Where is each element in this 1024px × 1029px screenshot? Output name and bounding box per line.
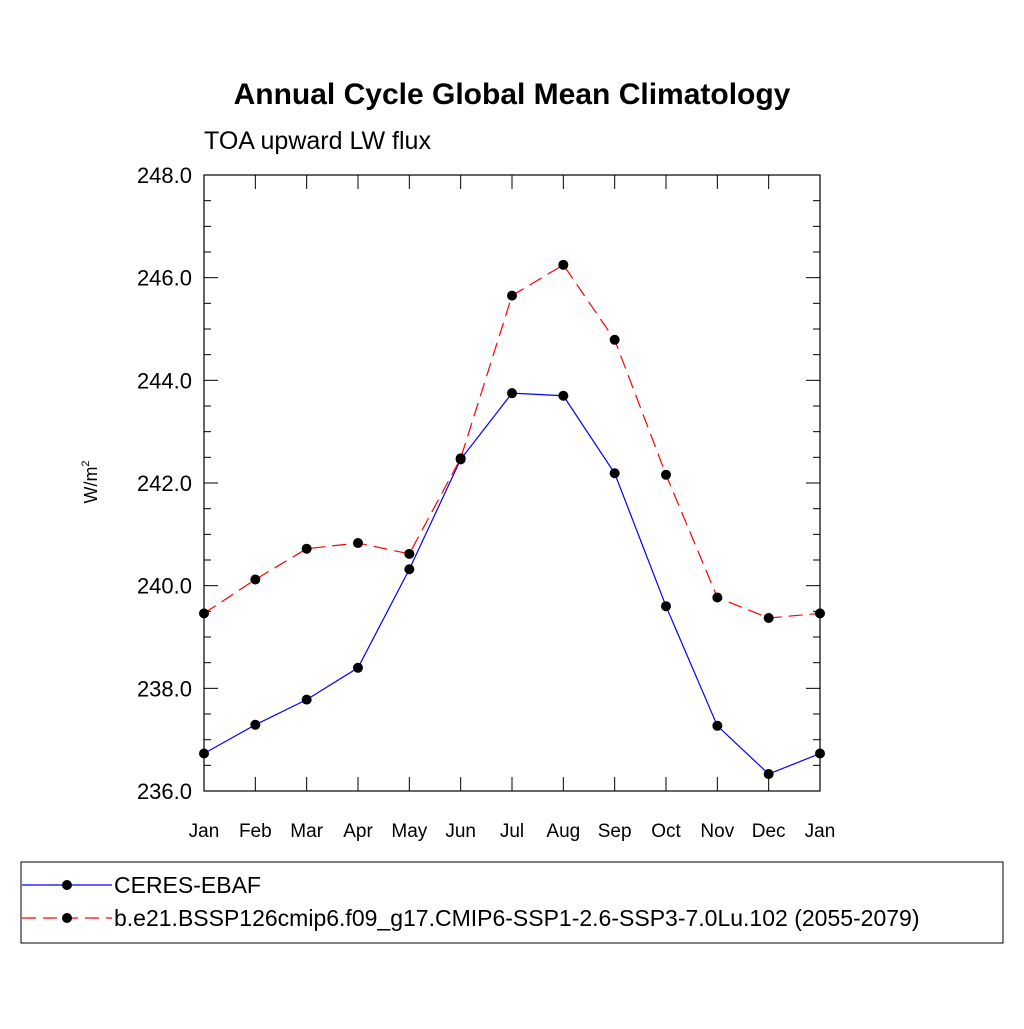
data-point <box>404 564 415 575</box>
series-layer <box>199 259 825 780</box>
data-point <box>815 748 825 759</box>
data-point <box>507 290 517 301</box>
data-point <box>250 574 261 585</box>
y-tick-label: 246.0 <box>137 266 192 291</box>
data-point <box>763 769 774 780</box>
data-point <box>199 748 209 759</box>
x-tick-label: Nov <box>700 821 734 842</box>
x-tick-label: Jan <box>805 821 836 842</box>
x-tick-label: May <box>391 821 427 842</box>
data-point <box>301 543 312 554</box>
series-line <box>203 392 821 775</box>
data-point <box>455 453 466 464</box>
data-point <box>661 469 671 480</box>
data-point <box>609 334 620 345</box>
y-tick-label: 236.0 <box>137 779 192 804</box>
series-line <box>203 264 821 619</box>
x-tick-label: Jun <box>445 821 476 842</box>
data-point <box>507 388 517 399</box>
y-tick-label: 244.0 <box>137 368 192 393</box>
data-point <box>712 592 723 603</box>
x-tick-label: Jul <box>500 821 524 842</box>
data-point <box>353 538 363 549</box>
data-point <box>712 720 723 731</box>
legend: CERES-EBAF b.e21.BSSP126cmip6.f09_g17.CMI… <box>20 861 1004 944</box>
y-tick-label: 240.0 <box>137 574 192 599</box>
x-tick-label: Dec <box>752 821 786 842</box>
data-point <box>763 613 774 624</box>
x-tick-label: Jan <box>189 821 220 842</box>
y-axis-label-text: W/m <box>81 467 101 504</box>
axes: Jan Feb Mar Apr May Jun Jul Aug Sep Oct Nov Dec Jan 2… <box>137 163 835 842</box>
legend-marker <box>62 880 72 890</box>
chart-title: Annual Cycle Global Mean Climatology <box>234 78 791 111</box>
svg-text:W/m2: W/m2 <box>80 460 101 503</box>
y-axis-label: W/m2 <box>80 460 101 503</box>
data-point <box>250 719 261 730</box>
data-point <box>404 548 415 559</box>
legend-box <box>20 861 1004 944</box>
y-tick-label: 238.0 <box>137 676 192 701</box>
y-tick-label: 248.0 <box>137 163 192 188</box>
x-tick-label: Apr <box>343 821 373 842</box>
legend-label: b.e21.BSSP126cmip6.f09_g17.CMIP6-SSP1-2.… <box>114 905 920 931</box>
x-tick-label: Mar <box>290 821 323 842</box>
data-point <box>199 608 209 619</box>
y-tick-label: 242.0 <box>137 471 192 496</box>
x-tick-label: Oct <box>651 821 681 842</box>
y-axis-label-superscript: 2 <box>80 460 92 466</box>
series-2 <box>199 259 825 624</box>
data-point <box>558 259 569 270</box>
x-tick-label: Sep <box>598 821 632 842</box>
plot-frame <box>203 174 821 792</box>
chart-subtitle: TOA upward LW flux <box>204 127 431 155</box>
legend-label: CERES-EBAF <box>114 872 261 898</box>
legend-marker <box>62 913 72 923</box>
data-point <box>558 390 569 401</box>
x-tick-label: Aug <box>546 821 580 842</box>
x-tick-label: Feb <box>239 821 272 842</box>
data-point <box>353 662 363 673</box>
data-point <box>815 608 825 619</box>
data-point <box>609 468 620 479</box>
data-point <box>301 694 312 705</box>
data-point <box>661 601 671 612</box>
series-1 <box>199 388 825 780</box>
